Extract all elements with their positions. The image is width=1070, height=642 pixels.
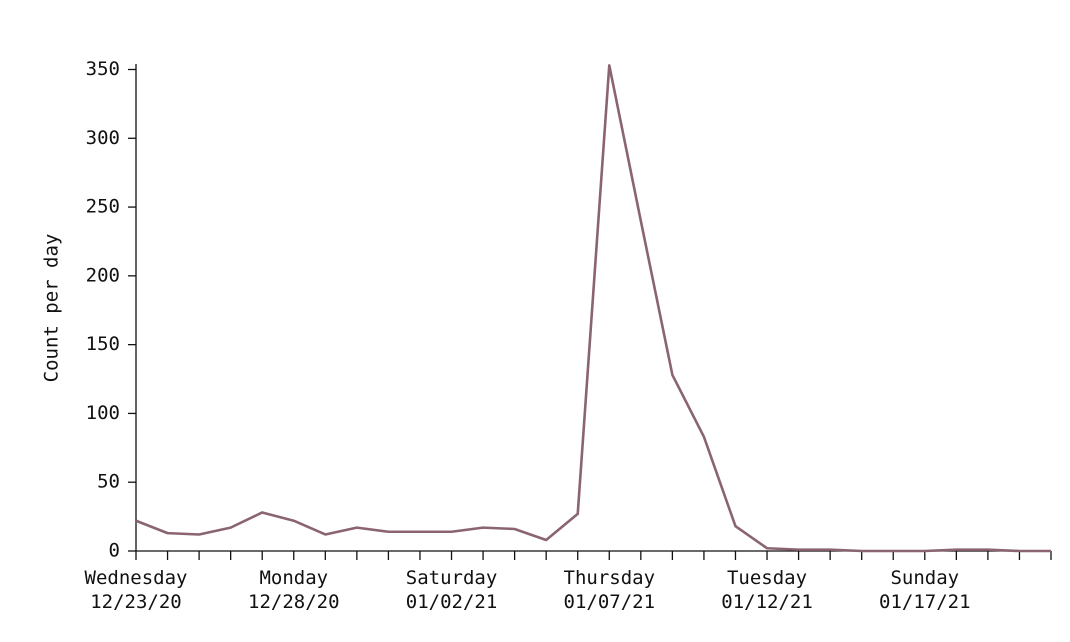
y-tick-label: 200 bbox=[86, 264, 120, 286]
x-tick-weekday: Wednesday bbox=[85, 567, 188, 589]
x-tick-label: 01/17/21 bbox=[879, 591, 971, 613]
y-axis-label: Count per day bbox=[41, 234, 63, 383]
x-tick-weekday: Sunday bbox=[890, 567, 959, 589]
y-tick-label: 350 bbox=[86, 58, 120, 80]
x-tick-label: 01/07/21 bbox=[564, 591, 656, 613]
y-tick-label: 100 bbox=[86, 402, 120, 424]
x-tick-weekday: Monday bbox=[259, 567, 328, 589]
y-tick-label: 150 bbox=[86, 333, 120, 355]
y-tick-label: 0 bbox=[109, 540, 120, 562]
x-tick-weekday: Tuesday bbox=[727, 567, 807, 589]
x-tick-label: 12/28/20 bbox=[248, 591, 340, 613]
x-tick-label: 12/23/20 bbox=[90, 591, 182, 613]
x-tick-label: 01/12/21 bbox=[721, 591, 813, 613]
y-tick-label: 250 bbox=[86, 196, 120, 218]
data-line bbox=[135, 64, 1051, 553]
x-tick-weekday: Thursday bbox=[564, 567, 656, 589]
y-tick-label: 300 bbox=[86, 127, 120, 149]
x-tick-label: 01/02/21 bbox=[406, 591, 498, 613]
y-tick-label: 50 bbox=[97, 471, 120, 493]
x-tick-weekday: Saturday bbox=[406, 567, 498, 589]
